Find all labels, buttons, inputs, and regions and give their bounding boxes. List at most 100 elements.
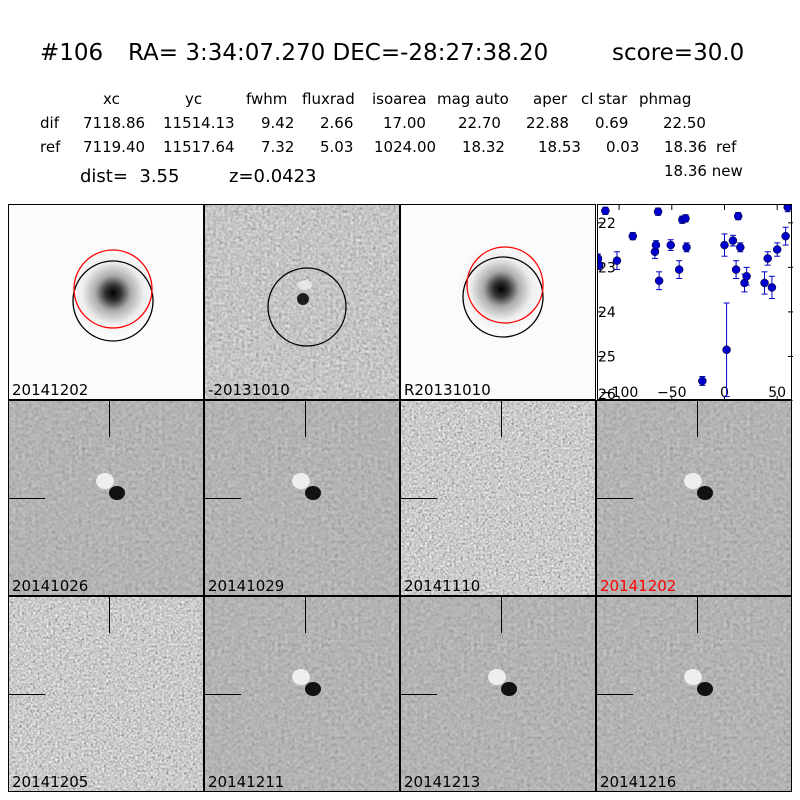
row-label: ref bbox=[40, 138, 61, 156]
epoch-stamp: 20141216 bbox=[596, 596, 792, 792]
stamp-label: 20141213 bbox=[404, 773, 481, 791]
negative-residual bbox=[305, 486, 321, 500]
distance-value: dist= 3.55 bbox=[80, 166, 180, 187]
table-cell: 7119.40 bbox=[83, 138, 146, 156]
stamp-label: 20141026 bbox=[12, 577, 89, 595]
position-marker-horizontal bbox=[9, 694, 45, 695]
data-point bbox=[783, 205, 792, 212]
epoch-stamp: 20141213 bbox=[400, 596, 596, 792]
epoch-image bbox=[205, 401, 399, 595]
stamp-label: R20131010 bbox=[404, 381, 491, 399]
table-cell: 7118.86 bbox=[83, 114, 146, 132]
epoch-stamp: 20141110 bbox=[400, 400, 596, 596]
difference-image bbox=[205, 205, 399, 399]
epoch-stamp: 20141202 bbox=[596, 400, 792, 596]
data-point bbox=[736, 243, 745, 252]
data-point bbox=[653, 207, 663, 216]
row-label: dif bbox=[40, 114, 59, 132]
new-phmag: 18.36 new bbox=[664, 162, 743, 180]
position-marker-horizontal bbox=[401, 498, 437, 499]
position-marker-horizontal bbox=[205, 498, 241, 499]
position-marker-horizontal bbox=[401, 694, 437, 695]
table-cell: 22.50 bbox=[663, 114, 706, 132]
col-header: isoarea bbox=[372, 90, 427, 108]
positive-residual bbox=[684, 669, 702, 685]
table-cell: 2.66 bbox=[320, 114, 354, 132]
data-point bbox=[720, 240, 729, 250]
position-marker-horizontal bbox=[205, 694, 241, 695]
table-cell: 0.03 bbox=[606, 138, 640, 156]
aperture-circle bbox=[267, 267, 347, 347]
data-point bbox=[742, 272, 751, 281]
data-point bbox=[654, 276, 664, 285]
position-marker-vertical bbox=[697, 597, 698, 633]
table-cell: 5.03 bbox=[320, 138, 354, 156]
col-header: yc bbox=[185, 90, 203, 108]
data-point bbox=[728, 236, 738, 245]
col-header: xc bbox=[103, 90, 120, 108]
positive-residual bbox=[292, 473, 310, 489]
data-point bbox=[598, 260, 604, 270]
col-header: cl star bbox=[581, 90, 628, 108]
negative-residual bbox=[305, 682, 321, 696]
stamp-label: 20141205 bbox=[12, 773, 89, 791]
candidate-score: score=30.0 bbox=[612, 40, 745, 66]
stamp-label: 20141202 bbox=[600, 577, 677, 595]
galaxy-image bbox=[9, 205, 203, 399]
data-point bbox=[772, 245, 782, 254]
table-cell: 18.53 bbox=[538, 138, 581, 156]
aperture-circle bbox=[72, 260, 154, 342]
aperture-circle bbox=[462, 256, 544, 338]
positive-residual bbox=[292, 669, 310, 685]
x-tick-label: −100 bbox=[600, 385, 638, 401]
negative-residual bbox=[697, 486, 713, 500]
epoch-stamp: 20141211 bbox=[204, 596, 400, 792]
data-point bbox=[781, 231, 790, 241]
positive-residual bbox=[488, 669, 506, 685]
table-cell: 0.69 bbox=[595, 114, 629, 132]
data-point bbox=[601, 206, 610, 216]
table-cell: 9.42 bbox=[261, 114, 295, 132]
position-marker-horizontal bbox=[597, 694, 633, 695]
epoch-image bbox=[401, 597, 595, 791]
position-marker-horizontal bbox=[597, 498, 633, 499]
distance-redshift: dist= 3.55 z=0.0423 bbox=[80, 166, 317, 229]
candidate-id: #106 bbox=[40, 40, 104, 66]
position-marker-horizontal bbox=[9, 498, 45, 499]
y-tick-label: 24 bbox=[598, 305, 616, 321]
position-marker-vertical bbox=[697, 401, 698, 437]
row-suffix: ref bbox=[716, 138, 737, 156]
negative-residual bbox=[501, 682, 517, 696]
data-point bbox=[674, 265, 684, 274]
table-cell: 11514.13 bbox=[163, 114, 235, 132]
epoch-stamp: 20141029 bbox=[204, 400, 400, 596]
candidate-title: #106 RA= 3:34:07.270 DEC=-28:27:38.20 sc… bbox=[40, 40, 744, 144]
table-cell: 11517.64 bbox=[163, 138, 235, 156]
data-point bbox=[763, 254, 772, 263]
col-header: fluxrad bbox=[302, 90, 355, 108]
data-point bbox=[722, 345, 731, 355]
stamp-label: -20131010 bbox=[208, 381, 290, 399]
epoch-image bbox=[597, 597, 791, 791]
stamp-difference: -20131010 bbox=[204, 204, 400, 400]
stamp-label: 20141211 bbox=[208, 773, 285, 791]
stamp-new-image: 20141202 bbox=[8, 204, 204, 400]
position-marker-vertical bbox=[501, 401, 502, 437]
data-point bbox=[666, 240, 675, 250]
position-marker-vertical bbox=[501, 597, 502, 633]
reference-image bbox=[401, 205, 595, 399]
epoch-stamp: 20141205 bbox=[8, 596, 204, 792]
data-point bbox=[767, 283, 777, 292]
position-marker-vertical bbox=[305, 597, 306, 633]
table-cell: 7.32 bbox=[261, 138, 295, 156]
x-tick-label: −50 bbox=[657, 385, 687, 401]
data-point bbox=[681, 214, 690, 223]
position-marker-vertical bbox=[305, 401, 306, 437]
data-point bbox=[698, 376, 707, 386]
x-tick-label: 0 bbox=[720, 385, 729, 401]
position-marker-vertical bbox=[109, 597, 110, 633]
table-cell: 18.32 bbox=[462, 138, 505, 156]
positive-residual bbox=[96, 473, 114, 489]
candidate-coords: RA= 3:34:07.270 DEC=-28:27:38.20 bbox=[128, 40, 549, 66]
